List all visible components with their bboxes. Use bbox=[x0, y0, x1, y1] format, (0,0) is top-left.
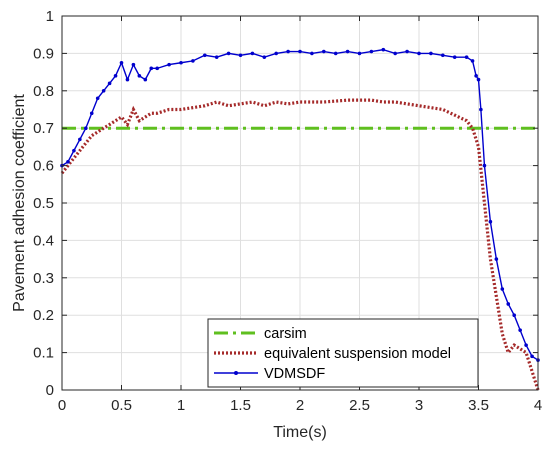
series-point bbox=[488, 219, 493, 224]
series-point bbox=[107, 81, 112, 86]
series-point bbox=[393, 51, 398, 56]
series-point bbox=[500, 287, 505, 291]
series-point bbox=[417, 51, 421, 56]
series-point bbox=[113, 74, 118, 78]
x-tick-label: 1.5 bbox=[230, 397, 251, 414]
series-point bbox=[479, 107, 483, 112]
series-point bbox=[84, 126, 88, 130]
series-point bbox=[494, 257, 499, 261]
series-point bbox=[518, 328, 522, 332]
series-point bbox=[262, 55, 267, 59]
series-point bbox=[137, 74, 142, 78]
series-point bbox=[214, 55, 219, 59]
x-tick-label: 2 bbox=[296, 397, 304, 414]
series-point bbox=[474, 74, 478, 78]
series-point bbox=[89, 111, 94, 116]
series-point bbox=[191, 59, 195, 63]
legend: carsim equivalent suspension model VDMSDF bbox=[207, 318, 479, 388]
series-point bbox=[226, 51, 231, 56]
legend-label-1: equivalent suspension model bbox=[264, 346, 451, 362]
series-point bbox=[452, 55, 457, 59]
legend-box bbox=[207, 318, 479, 388]
legend-marker bbox=[234, 371, 238, 375]
x-tick-label: 0.5 bbox=[111, 397, 132, 414]
series-point bbox=[381, 47, 386, 52]
series-point bbox=[66, 160, 70, 164]
x-tick-label: 4 bbox=[534, 397, 542, 414]
series-point bbox=[250, 51, 255, 56]
series-point bbox=[310, 51, 314, 56]
y-tick-label: 0 bbox=[46, 382, 54, 399]
x-tick-label: 2.5 bbox=[349, 397, 370, 414]
series-point bbox=[125, 77, 130, 82]
series-point bbox=[101, 89, 106, 93]
legend-label-2: VDMSDF bbox=[264, 366, 325, 382]
y-tick-label: 0.9 bbox=[33, 45, 54, 62]
series-point bbox=[286, 49, 290, 54]
series-point bbox=[429, 51, 433, 56]
series-point bbox=[179, 60, 183, 65]
series-point bbox=[238, 53, 243, 58]
series-point bbox=[464, 55, 469, 59]
series-point bbox=[149, 66, 154, 71]
tick-labels: 0 0.5 1 1.5 2 2.5 3 3.5 4 0 0.1 0.2 0.3 0.4 0.5 0.6 0.7 0… bbox=[33, 8, 542, 414]
y-axis-title: Pavement adhesion coefficient bbox=[11, 94, 28, 312]
y-tick-label: 0.3 bbox=[33, 270, 54, 287]
series-point bbox=[506, 302, 511, 306]
series-point bbox=[482, 163, 487, 168]
y-tick-label: 0.8 bbox=[33, 83, 54, 100]
series-point bbox=[369, 49, 374, 54]
x-axis-title: Time(s) bbox=[273, 424, 327, 441]
legend-label-0: carsim bbox=[264, 326, 307, 342]
series-point bbox=[119, 60, 124, 65]
y-tick-label: 0.4 bbox=[33, 232, 54, 249]
y-tick-label: 0.5 bbox=[33, 195, 54, 212]
series-point bbox=[143, 77, 148, 82]
series-point bbox=[512, 313, 516, 318]
series-line-1 bbox=[60, 98, 540, 391]
series-point bbox=[72, 148, 76, 153]
y-tick-label: 0.1 bbox=[33, 345, 54, 362]
series-point bbox=[524, 343, 528, 347]
x-tick-label: 3.5 bbox=[468, 397, 489, 414]
series-point bbox=[78, 137, 82, 142]
series-point bbox=[155, 66, 159, 71]
series-point bbox=[131, 62, 136, 67]
series-point bbox=[322, 49, 326, 54]
series-layer bbox=[60, 47, 540, 391]
series-point bbox=[470, 59, 475, 63]
series-point bbox=[333, 51, 338, 56]
y-tick-label: 1 bbox=[46, 8, 54, 25]
x-tick-label: 1 bbox=[177, 397, 185, 414]
series-point bbox=[530, 354, 534, 359]
series-point bbox=[274, 51, 279, 56]
series-point bbox=[405, 49, 409, 54]
x-tick-label: 0 bbox=[58, 397, 66, 414]
series-point bbox=[441, 53, 445, 58]
series-point bbox=[203, 53, 207, 58]
series-point bbox=[357, 51, 362, 56]
series-point bbox=[167, 62, 171, 67]
x-tick-label: 3 bbox=[415, 397, 423, 414]
y-tick-label: 0.2 bbox=[33, 307, 54, 324]
series-point bbox=[298, 49, 302, 54]
y-tick-label: 0.7 bbox=[33, 120, 54, 137]
y-tick-label: 0.6 bbox=[33, 158, 54, 175]
series-point bbox=[476, 77, 481, 82]
series-point bbox=[345, 49, 350, 54]
series-point bbox=[95, 96, 100, 101]
